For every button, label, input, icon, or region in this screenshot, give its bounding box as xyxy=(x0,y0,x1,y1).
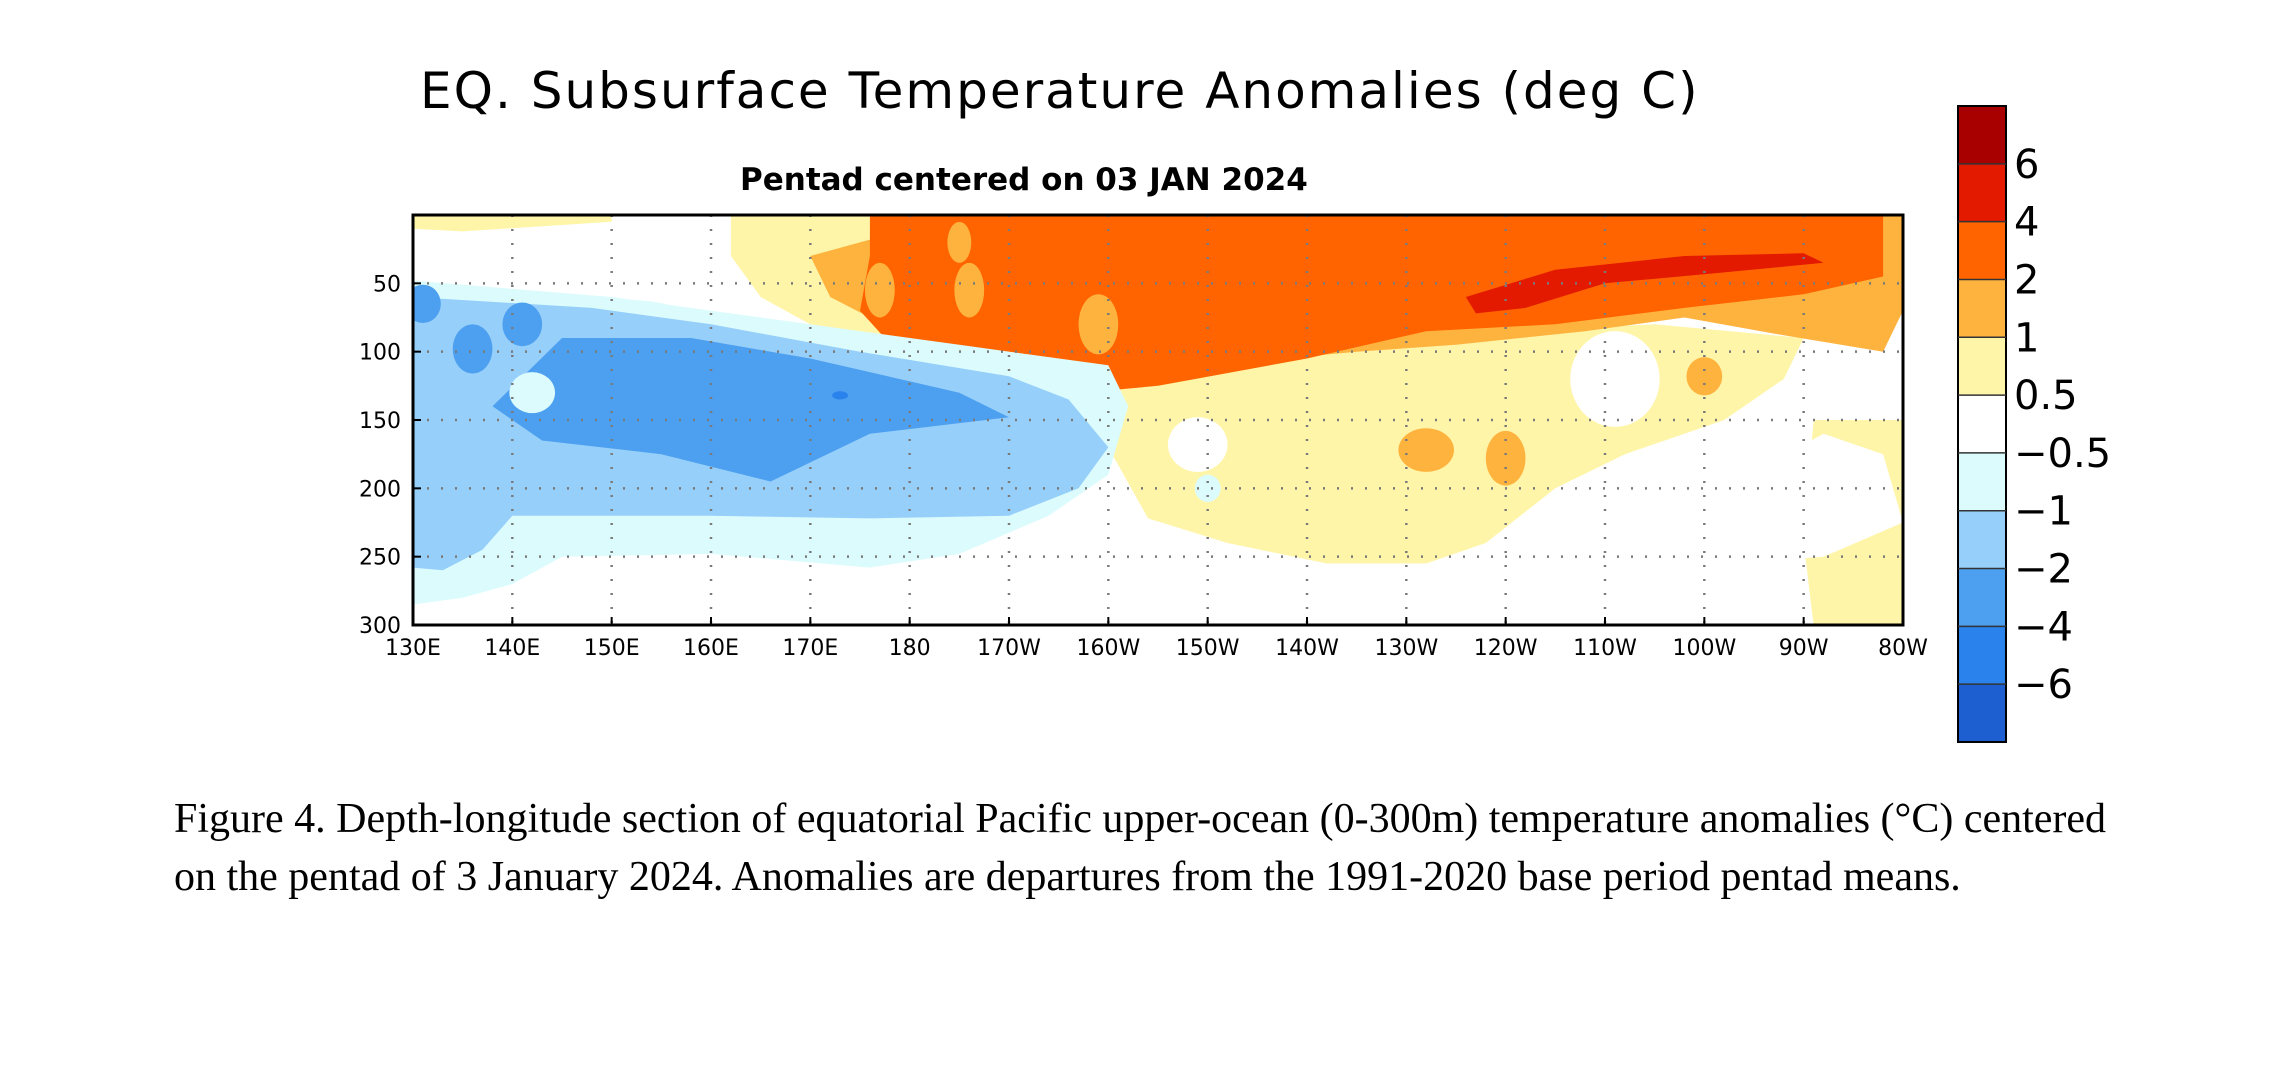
contour-light-orange-blob-1 xyxy=(1398,428,1455,472)
y-tick-label: 50 xyxy=(373,272,401,297)
colorbar-segment xyxy=(1958,626,2006,685)
colorbar-segment xyxy=(1958,106,2006,164)
colorbar-segment xyxy=(1958,337,2006,396)
contour-white-east xyxy=(1724,433,1903,564)
contour-light-orange-spot-1 xyxy=(864,262,895,318)
contour-light-orange-blob-3 xyxy=(1686,357,1723,396)
contour-light-orange-spot-4 xyxy=(947,221,972,263)
x-tick-label: 90W xyxy=(1779,636,1829,661)
contour-pale-cyan-spot xyxy=(1194,474,1221,503)
colorbar-segment xyxy=(1958,221,2006,280)
x-tick-label: 140E xyxy=(484,636,540,661)
chart-title: EQ. Subsurface Temperature Anomalies (de… xyxy=(420,62,1700,120)
contour-pale-cyan-hole xyxy=(509,372,556,414)
contour-light-orange-spot-2 xyxy=(954,262,985,318)
colorbar-segment xyxy=(1958,510,2006,569)
contour-light-orange-blob-2 xyxy=(1485,430,1526,486)
contour-medium-blue xyxy=(492,338,1009,482)
x-tick-label: 140W xyxy=(1275,636,1339,661)
y-tick-label: 100 xyxy=(359,341,401,366)
colorbar-segment xyxy=(1958,163,2006,222)
x-tick-label: 130E xyxy=(385,636,441,661)
x-tick-label: 170W xyxy=(977,636,1041,661)
y-tick-label: 200 xyxy=(359,477,401,502)
x-tick-label: 130W xyxy=(1374,636,1438,661)
contour-medium-blue-spot-3 xyxy=(502,302,543,347)
colorbar-label: −2 xyxy=(2014,547,2073,593)
contour-white-pocket-1 xyxy=(1167,417,1228,472)
contour-light-orange-spot-3 xyxy=(1078,294,1119,355)
colorbar-label: −1 xyxy=(2014,489,2073,535)
x-tick-label: 120W xyxy=(1474,636,1538,661)
figure-caption: Figure 4. Depth-longitude section of equ… xyxy=(174,796,2107,900)
y-tick-label: 300 xyxy=(359,614,401,639)
colorbar-segment xyxy=(1958,395,2006,453)
heatmap-field xyxy=(413,215,1903,625)
contour-yellow-west xyxy=(413,215,612,232)
x-tick-label: 100W xyxy=(1672,636,1736,661)
colorbar-frame xyxy=(1957,105,2007,743)
colorbar-label: −6 xyxy=(2014,662,2073,708)
x-tick-label: 160E xyxy=(683,636,739,661)
x-tick-label: 150W xyxy=(1176,636,1240,661)
contour-white-pocket-2 xyxy=(1570,331,1660,427)
x-tick-label: 150E xyxy=(584,636,640,661)
colorbar-label: −0.5 xyxy=(2014,431,2111,477)
colorbar-label: 0.5 xyxy=(2014,373,2078,419)
contour-red-core xyxy=(1465,253,1824,314)
colorbar-label: 2 xyxy=(2014,257,2039,303)
colorbar-segment xyxy=(1958,684,2006,742)
colorbar-segment xyxy=(1958,452,2006,511)
colorbar: 6 4 2 1 0.5 −0.5 −1 −2 −4 −6 xyxy=(1957,105,2111,743)
contour-medium-blue-spot-2 xyxy=(452,324,493,374)
colorbar-label: 4 xyxy=(2014,200,2039,246)
chart-subtitle: Pentad centered on 03 JAN 2024 xyxy=(740,162,1308,198)
colorbar-segment xyxy=(1958,279,2006,338)
contour-deep-blue-spot xyxy=(832,391,849,400)
x-tick-label: 170E xyxy=(782,636,838,661)
colorbar-label: −4 xyxy=(2014,604,2073,650)
contour-orange-main xyxy=(860,215,1884,400)
x-tick-label: 110W xyxy=(1573,636,1637,661)
colorbar-label: 1 xyxy=(2014,315,2039,361)
x-tick-label: 160W xyxy=(1076,636,1140,661)
axes: 130E 140E 150E 160E 170E 180 170W 160W 150W 140W 1… xyxy=(359,272,1928,661)
colorbar-segment xyxy=(1958,568,2006,627)
x-tick-label: 80W xyxy=(1878,636,1928,661)
colorbar-label: 6 xyxy=(2014,142,2039,188)
y-tick-label: 150 xyxy=(359,409,401,434)
contour-medium-blue-spot-1 xyxy=(413,284,441,323)
y-tick-label: 250 xyxy=(359,546,401,571)
x-tick-label: 180 xyxy=(889,636,931,661)
